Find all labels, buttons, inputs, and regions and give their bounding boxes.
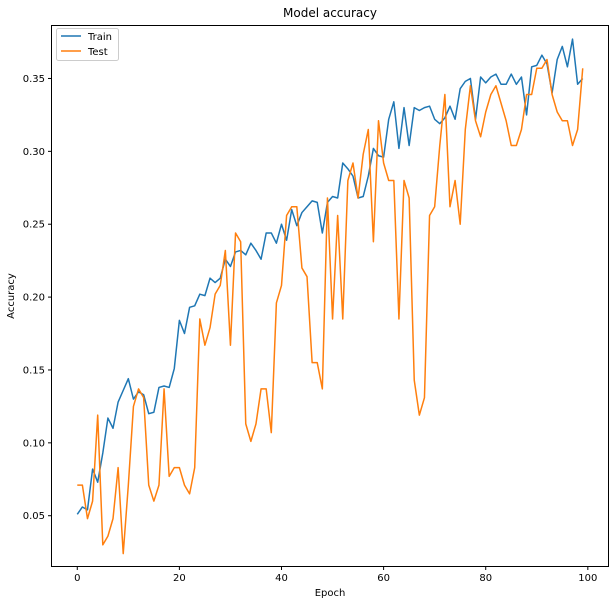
plot-area-frame (51, 25, 609, 567)
x-tick-label: 20 (173, 573, 186, 584)
y-tick-label: 0.30 (23, 147, 45, 158)
x-tick-label: 60 (377, 573, 390, 584)
legend: Train Test (56, 28, 119, 61)
series-line-test (77, 58, 584, 555)
plot-lines (76, 38, 584, 555)
y-tick-label: 0.05 (23, 511, 45, 522)
x-tick-label: 40 (275, 573, 288, 584)
legend-train-label: Train (87, 32, 112, 43)
y-tick-label: 0.15 (23, 365, 45, 376)
x-tick-label: 0 (74, 573, 80, 584)
x-tick-label: 100 (578, 573, 597, 584)
y-tick-label: 0.35 (23, 74, 45, 85)
y-tick-label: 0.25 (23, 220, 45, 231)
y-axis-label: Accuracy (6, 273, 17, 319)
x-axis-label: Epoch (315, 588, 346, 599)
y-tick-label: 0.10 (23, 438, 45, 449)
legend-test-label: Test (87, 47, 108, 58)
x-tick-label: 80 (479, 573, 492, 584)
chart-title: Model accuracy (283, 6, 377, 20)
y-tick-label: 0.20 (23, 293, 45, 304)
series-line-train (76, 38, 584, 515)
